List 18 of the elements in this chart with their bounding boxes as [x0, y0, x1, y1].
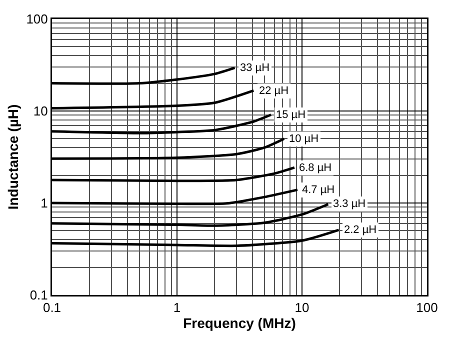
series-label: 10 µH: [289, 133, 319, 145]
series-label: 6.8 µH: [299, 162, 332, 174]
series-label: 4.7 µH: [302, 184, 335, 196]
series-label: 15 µH: [276, 109, 306, 121]
series-label: 33 µH: [240, 62, 270, 74]
x-tick-label: 0.1: [42, 300, 62, 316]
x-axis-title: Frequency (MHz): [183, 315, 296, 332]
y-tick-label: 0.1: [30, 288, 48, 303]
y-tick-label: 10: [33, 104, 48, 119]
x-tick-label: 100: [416, 300, 438, 316]
x-tick-label: 1: [173, 300, 181, 316]
y-tick-label: 1: [40, 196, 48, 211]
x-tick-label: 10: [294, 300, 310, 316]
y-tick-label: 100: [26, 12, 48, 27]
series-label: 3.3 µH: [333, 198, 366, 210]
y-axis-title: Inductance (µH): [5, 104, 22, 210]
series-label: 22 µH: [259, 85, 289, 97]
series-label: 2.2 µH: [344, 224, 377, 236]
